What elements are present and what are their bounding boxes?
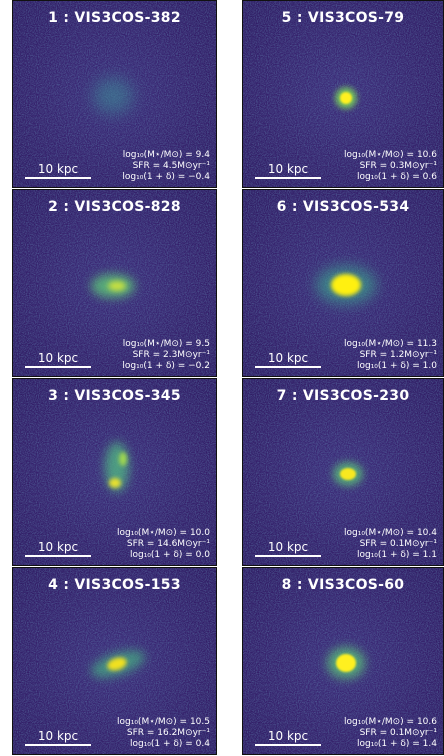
scale-bar: 10 kpc <box>255 351 321 368</box>
galaxy-light <box>119 452 127 466</box>
property-sfr: SFR = 16.2M⊙yr⁻¹ <box>126 728 210 738</box>
property-density: log₁₀(1 + δ) = 0.4 <box>129 739 210 749</box>
property-density: log₁₀(1 + δ) = 0.6 <box>356 172 437 182</box>
galaxy-panel: 6 : VIS3COS-534 10 kpc log₁₀(M⋆/M⊙) = 11.3… <box>242 189 444 377</box>
galaxy-light <box>336 654 356 672</box>
galaxy-panel: 1 : VIS3COS-382 10 kpc log₁₀(M⋆/M⊙) = 9.4 S… <box>12 0 217 188</box>
property-mass: log₁₀(M⋆/M⊙) = 11.3 <box>344 339 437 349</box>
property-mass: log₁₀(M⋆/M⊙) = 10.0 <box>117 528 210 538</box>
galaxy-properties: log₁₀(M⋆/M⊙) = 11.3 SFR = 1.2M⊙yr⁻¹ log₁₀(… <box>344 339 437 372</box>
property-mass: log₁₀(M⋆/M⊙) = 10.4 <box>344 528 437 538</box>
property-sfr: SFR = 1.2M⊙yr⁻¹ <box>359 350 437 360</box>
property-sfr: SFR = 4.5M⊙yr⁻¹ <box>132 161 210 171</box>
scale-bar: 10 kpc <box>255 540 321 557</box>
galaxy-light <box>93 78 133 114</box>
scale-bar: 10 kpc <box>25 162 91 179</box>
galaxy-properties: log₁₀(M⋆/M⊙) = 9.5 SFR = 2.3M⊙yr⁻¹ log₁₀(1… <box>122 339 210 372</box>
property-density: log₁₀(1 + δ) = −0.2 <box>122 361 210 371</box>
property-mass: log₁₀(M⋆/M⊙) = 9.5 <box>122 339 210 349</box>
galaxy-panel: 2 : VIS3COS-828 10 kpc log₁₀(M⋆/M⊙) = 9.5 S… <box>12 189 217 377</box>
property-mass: log₁₀(M⋆/M⊙) = 10.5 <box>117 717 210 727</box>
property-mass: log₁₀(M⋆/M⊙) = 10.6 <box>344 150 437 160</box>
panel-title: 4 : VIS3COS-153 <box>48 577 181 593</box>
property-mass: log₁₀(M⋆/M⊙) = 10.6 <box>344 717 437 727</box>
galaxy-light <box>331 274 361 296</box>
panel-title: 2 : VIS3COS-828 <box>48 199 181 215</box>
panel-title: 8 : VIS3COS-60 <box>281 577 405 593</box>
galaxy-light <box>108 281 126 291</box>
scale-bar: 10 kpc <box>255 162 321 179</box>
property-density: log₁₀(1 + δ) = 0.0 <box>129 550 210 560</box>
galaxy-panel: 7 : VIS3COS-230 10 kpc log₁₀(M⋆/M⊙) = 10.4… <box>242 378 444 566</box>
property-density: log₁₀(1 + δ) = 1.0 <box>356 361 437 371</box>
property-sfr: SFR = 14.6M⊙yr⁻¹ <box>126 539 210 549</box>
galaxy-properties: log₁₀(M⋆/M⊙) = 10.6 SFR = 0.3M⊙yr⁻¹ log₁₀(… <box>344 150 437 183</box>
galaxy-light <box>109 478 121 488</box>
property-sfr: SFR = 0.3M⊙yr⁻¹ <box>359 161 437 171</box>
galaxy-light <box>340 92 352 104</box>
galaxy-properties: log₁₀(M⋆/M⊙) = 10.6 SFR = 0.1M⊙yr⁻¹ log₁₀(… <box>344 717 437 750</box>
property-density: log₁₀(1 + δ) = −0.4 <box>122 172 210 182</box>
galaxy-panel: 4 : VIS3COS-153 10 kpc log₁₀(M⋆/M⊙) = 10.5… <box>12 567 217 755</box>
panel-title: 5 : VIS3COS-79 <box>281 10 405 26</box>
galaxy-panel: 8 : VIS3COS-60 10 kpc log₁₀(M⋆/M⊙) = 10.6 S… <box>242 567 444 755</box>
scale-bar: 10 kpc <box>25 540 91 557</box>
panel-title: 1 : VIS3COS-382 <box>48 10 181 26</box>
panel-title: 7 : VIS3COS-230 <box>276 388 410 404</box>
panel-title: 3 : VIS3COS-345 <box>48 388 181 404</box>
scale-bar: 10 kpc <box>255 729 321 746</box>
galaxy-properties: log₁₀(M⋆/M⊙) = 9.4 SFR = 4.5M⊙yr⁻¹ log₁₀(1… <box>122 150 210 183</box>
galaxy-light <box>340 468 356 480</box>
galaxy-panel: 3 : VIS3COS-345 10 kpc log₁₀(M⋆/M⊙) = 10.0… <box>12 378 217 566</box>
property-mass: log₁₀(M⋆/M⊙) = 9.4 <box>122 150 210 160</box>
panel-title: 6 : VIS3COS-534 <box>276 199 410 215</box>
galaxy-properties: log₁₀(M⋆/M⊙) = 10.4 SFR = 0.1M⊙yr⁻¹ log₁₀(… <box>344 528 437 561</box>
galaxy-panel: 5 : VIS3COS-79 10 kpc log₁₀(M⋆/M⊙) = 10.6 S… <box>242 0 444 188</box>
galaxy-properties: log₁₀(M⋆/M⊙) = 10.0 SFR = 14.6M⊙yr⁻¹ log₁₀… <box>117 528 210 561</box>
property-sfr: SFR = 2.3M⊙yr⁻¹ <box>132 350 210 360</box>
scale-bar: 10 kpc <box>25 729 91 746</box>
property-sfr: SFR = 0.1M⊙yr⁻¹ <box>359 539 437 549</box>
property-density: log₁₀(1 + δ) = 1.4 <box>356 739 437 749</box>
scale-bar: 10 kpc <box>25 351 91 368</box>
property-density: log₁₀(1 + δ) = 1.1 <box>356 550 437 560</box>
galaxy-properties: log₁₀(M⋆/M⊙) = 10.5 SFR = 16.2M⊙yr⁻¹ log₁₀… <box>117 717 210 750</box>
property-sfr: SFR = 0.1M⊙yr⁻¹ <box>359 728 437 738</box>
